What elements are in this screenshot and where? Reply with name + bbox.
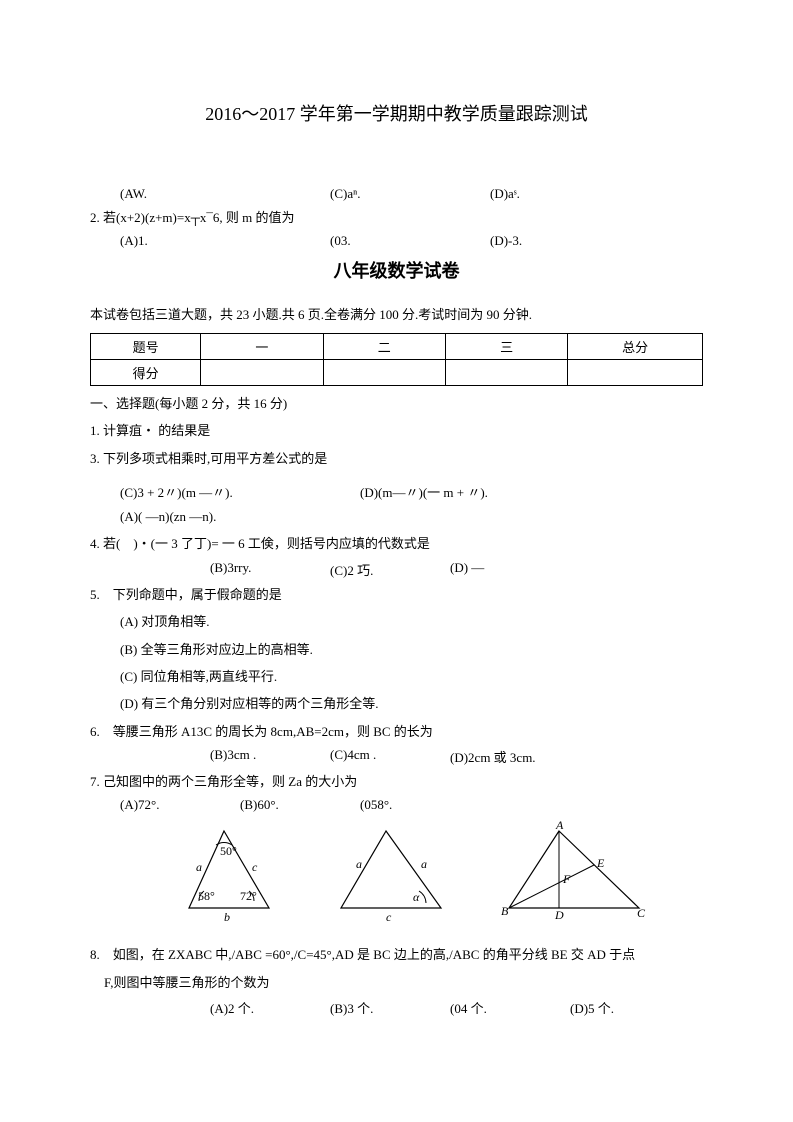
exam-subtitle: 八年级数学试卷 [90, 257, 703, 283]
q8-text: 8. 如图，在 ZXABC 中,/ABC =60°,/C=45°,AD 是 BC… [90, 943, 703, 966]
q6-opt-b: (B)3cm . [210, 747, 330, 766]
q3-row1: (C)3 + 2〃)(m —〃). (D)(m—〃)(一 m + 〃). [90, 482, 703, 501]
q2-opt-d: (D)-3. [490, 233, 522, 249]
svg-text:a: a [196, 860, 202, 874]
q4-options: (B)3rry. (C)2 巧. (D) — [210, 560, 703, 579]
q2-options: (A)1. (03. (D)-3. [90, 233, 703, 249]
q-pre-opt-c: (C)aⁿ. [330, 186, 490, 202]
svg-text:C: C [637, 906, 646, 920]
svg-text:F: F [562, 872, 571, 886]
svg-text:α: α [413, 890, 420, 904]
q6-text: 6. 等腰三角形 A13C 的周长为 8cm,AB=2cm，则 BC 的长为 [90, 720, 703, 743]
q7-options: (A)72°. (B)60°. (058°. [120, 797, 703, 813]
score-table: 题号 一 二 三 总分 得分 [90, 333, 703, 386]
svg-text:72°: 72° [240, 889, 257, 903]
q3-opt-d: (D)(m—〃)(一 m + 〃). [360, 482, 488, 501]
q7-text: 7. 己知图中的两个三角形全等，则 Za 的大小为 [90, 770, 703, 793]
th-3: 三 [445, 333, 567, 359]
td-empty [201, 359, 323, 385]
triangle-2-icon: α a a c [331, 823, 451, 923]
svg-text:A: A [555, 818, 564, 832]
q8-opt-a: (A)2 个. [210, 998, 330, 1017]
q6-opt-d: (D)2cm 或 3cm. [450, 747, 570, 766]
q7-opt-b: (B)60°. [240, 797, 360, 813]
q2-opt-c: (03. [330, 233, 490, 249]
q-pre-opt-a: (AW. [120, 186, 330, 202]
instructions: 本试卷包括三道大题，共 23 小题.共 6 页.全卷满分 100 分.考试时间为… [90, 303, 703, 326]
svg-text:50°: 50° [220, 844, 237, 858]
q8-options: (A)2 个. (B)3 个. (04 个. (D)5 个. [210, 998, 703, 1017]
q3-text: 3. 下列多项式相乘时,可用平方差公式的是 [90, 447, 703, 470]
svg-text:B: B [501, 904, 509, 918]
svg-text:c: c [386, 910, 392, 924]
exam-title: 2016〜2017 学年第一学期期中教学质量跟踪测试 [90, 100, 703, 126]
q3-opt-c: (C)3 + 2〃)(m —〃). [120, 482, 360, 501]
svg-text:b: b [224, 910, 230, 924]
q5-opt-b: (B) 全等三角形对应边上的高相等. [120, 638, 703, 661]
q8-opt-c: (04 个. [450, 998, 570, 1017]
q2-text: 2. 若(x+2)(z+m)=x┬x¯6, 则 m 的值为 [90, 206, 703, 229]
q6-options: (B)3cm . (C)4cm . (D)2cm 或 3cm. [210, 747, 703, 766]
q1-text: 1. 计算疽・ 的结果是 [90, 419, 703, 442]
q3-opt-a: (A)( —n)(zn —n). [120, 505, 703, 528]
q7-opt-a: (A)72°. [120, 797, 240, 813]
svg-text:58°: 58° [198, 889, 215, 903]
q5-opt-d: (D) 有三个角分别对应相等的两个三角形全等. [120, 692, 703, 715]
q-pre-options: (AW. (C)aⁿ. (D)aˢ. [90, 186, 703, 202]
section1-title: 一、选择题(每小题 2 分，共 16 分) [90, 392, 703, 415]
q8-opt-d: (D)5 个. [570, 998, 690, 1017]
svg-text:a: a [356, 857, 362, 871]
q5-text: 5. 下列命题中，属于假命题的是 [90, 583, 703, 606]
table-row: 得分 [91, 359, 703, 385]
svg-text:a: a [421, 857, 427, 871]
figures-row: 50° 58° 72° a c b α a a c A B C D E F [150, 823, 673, 923]
q5-options: (A) 对顶角相等. (B) 全等三角形对应边上的高相等. (C) 同位角相等,… [90, 610, 703, 716]
q2-opt-a: (A)1. [120, 233, 330, 249]
th-num: 题号 [91, 333, 201, 359]
table-row: 题号 一 二 三 总分 [91, 333, 703, 359]
q7-opt-c: (058°. [360, 797, 480, 813]
th-2: 二 [323, 333, 445, 359]
td-empty [323, 359, 445, 385]
q4-opt-c: (C)2 巧. [330, 560, 450, 579]
q8-opt-b: (B)3 个. [330, 998, 450, 1017]
triangle-1-icon: 50° 58° 72° a c b [174, 823, 284, 923]
triangle-3-icon: A B C D E F [499, 823, 649, 923]
q4-text: 4. 若( )・(一 3 了丁)= 一 6 工倹，则括号内应填的代数式是 [90, 532, 703, 555]
q8-text2: F,则图中等腰三角形的个数为 [104, 971, 703, 994]
td-empty [568, 359, 703, 385]
td-score-label: 得分 [91, 359, 201, 385]
q4-opt-d: (D) — [450, 560, 570, 579]
th-1: 一 [201, 333, 323, 359]
q6-opt-c: (C)4cm . [330, 747, 450, 766]
svg-text:D: D [554, 908, 564, 922]
svg-text:E: E [596, 856, 605, 870]
th-total: 总分 [568, 333, 703, 359]
q5-opt-c: (C) 同位角相等,两直线平行. [120, 665, 703, 688]
q5-opt-a: (A) 对顶角相等. [120, 610, 703, 633]
svg-text:c: c [252, 860, 258, 874]
q-pre-opt-d: (D)aˢ. [490, 186, 520, 202]
td-empty [445, 359, 567, 385]
q4-opt-b: (B)3rry. [210, 560, 330, 579]
